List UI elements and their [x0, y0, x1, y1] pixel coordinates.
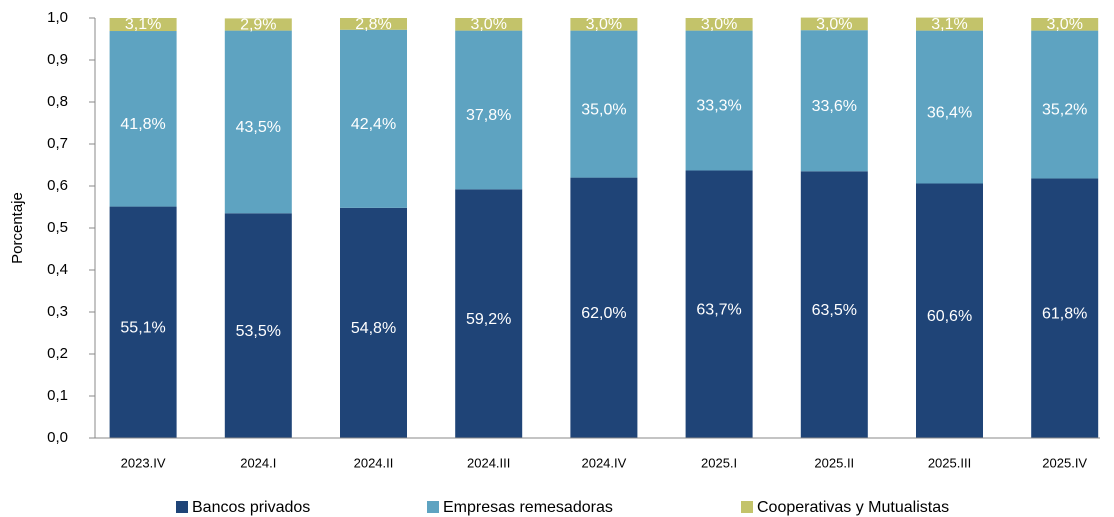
y-tick-label: 0,3	[47, 303, 68, 320]
value-label: 3,1%	[125, 16, 161, 33]
y-tick-label: 0,1	[47, 387, 68, 404]
value-label: 33,3%	[696, 98, 741, 115]
value-label: 55,1%	[120, 320, 165, 337]
x-tick-label: 2025.II	[814, 455, 854, 470]
y-tick-label: 0,7	[47, 135, 68, 152]
value-label: 41,8%	[120, 116, 165, 133]
y-tick-label: 0,6	[47, 177, 68, 194]
value-label: 60,6%	[927, 308, 972, 325]
bar-segment	[1031, 30, 1099, 179]
bar-segment	[109, 206, 177, 438]
y-tick-label: 0,0	[47, 429, 68, 446]
y-tick-label: 0,5	[47, 219, 68, 236]
value-label: 43,5%	[236, 119, 281, 136]
bar-segment	[570, 177, 638, 438]
bar-segment	[800, 17, 868, 31]
bar-segment	[685, 18, 753, 31]
value-label: 35,0%	[581, 101, 626, 118]
y-axis-label: Porcentaje	[9, 192, 26, 264]
x-tick-label: 2025.IV	[1042, 455, 1087, 470]
value-label: 63,7%	[696, 301, 741, 318]
bar-segment	[916, 30, 983, 184]
bar-segment	[340, 29, 407, 208]
bar-segment	[916, 17, 983, 31]
value-label: 42,4%	[351, 116, 396, 133]
legend-label: Empresas remesadoras	[443, 499, 613, 516]
y-tick-label: 0,9	[47, 51, 68, 68]
y-tick-label: 0,8	[47, 93, 68, 110]
legend-label: Bancos privados	[192, 499, 310, 516]
value-label: 3,0%	[1046, 16, 1082, 33]
value-label: 3,0%	[586, 16, 622, 33]
value-label: 53,5%	[236, 323, 281, 340]
x-tick-label: 2024.I	[240, 455, 276, 470]
bar-segment	[800, 171, 868, 439]
bar-segment	[455, 18, 523, 31]
value-label: 37,8%	[466, 107, 511, 124]
value-label: 59,2%	[466, 311, 511, 328]
legend-swatch	[176, 501, 188, 513]
bar-segment	[455, 30, 523, 190]
x-tick-label: 2023.IV	[121, 455, 166, 470]
value-label: 36,4%	[927, 104, 972, 121]
value-label: 3,0%	[701, 16, 737, 33]
bar-segment	[340, 18, 407, 30]
bar-segment	[685, 170, 753, 438]
y-tick-label: 0,4	[47, 261, 68, 278]
value-label: 3,0%	[470, 16, 506, 33]
x-tick-label: 2025.III	[928, 455, 971, 470]
bar-segment	[109, 18, 177, 32]
bar-segment	[685, 30, 753, 171]
legend-swatch	[741, 501, 753, 513]
bar-segment	[455, 189, 523, 438]
bar-segment	[224, 18, 292, 31]
bar-segment	[800, 30, 868, 172]
bar-segment	[1031, 18, 1099, 31]
value-label: 35,2%	[1042, 102, 1087, 119]
y-tick-label: 0,2	[47, 345, 68, 362]
x-tick-label: 2025.I	[701, 455, 737, 470]
bar-segment	[1031, 178, 1099, 438]
x-tick-label: 2024.II	[354, 455, 394, 470]
value-label: 62,0%	[581, 305, 626, 322]
value-label: 54,8%	[351, 320, 396, 337]
bar-segment	[570, 30, 638, 178]
bar-segment	[916, 183, 983, 438]
y-tick-label: 1,0	[47, 9, 68, 26]
value-label: 63,5%	[812, 302, 857, 319]
bar-segment	[109, 31, 177, 207]
bar-segment	[224, 213, 292, 438]
value-label: 3,0%	[816, 16, 852, 33]
value-label: 2,9%	[240, 17, 276, 34]
bar-segment	[570, 18, 638, 31]
x-tick-label: 2024.IV	[581, 455, 626, 470]
legend-label: Cooperativas y Mutualistas	[757, 499, 949, 516]
x-tick-label: 2024.III	[467, 455, 510, 470]
bar-segment	[340, 207, 407, 438]
legend-swatch	[427, 501, 439, 513]
value-label: 33,6%	[812, 98, 857, 115]
value-label: 61,8%	[1042, 305, 1087, 322]
value-label: 2,8%	[355, 16, 391, 33]
value-label: 3,1%	[931, 16, 967, 33]
bar-segment	[224, 30, 292, 214]
